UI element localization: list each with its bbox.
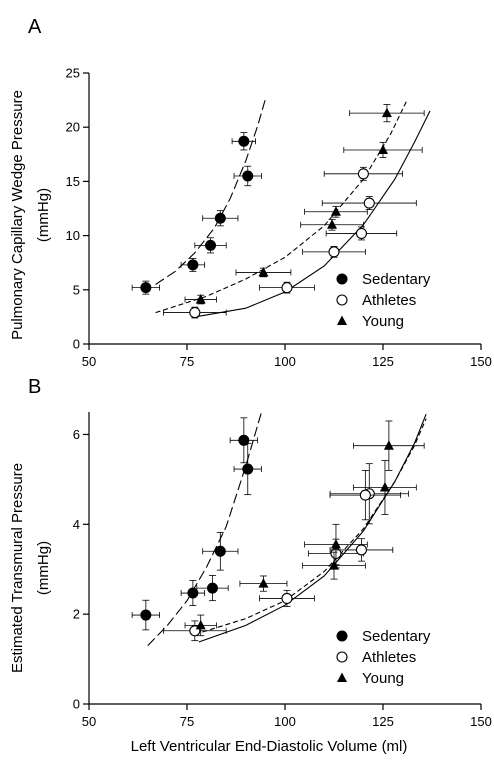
- data-point: [379, 481, 390, 492]
- fit-curve-sedentary: [147, 411, 263, 646]
- x-tick-label: 50: [82, 714, 96, 729]
- x-axis-label-container: Left Ventricular End-Diastolic Volume (m…: [0, 738, 494, 756]
- panel-A: A 0 5 10 15 20 25 50 75 100 125 150 Pulmonary Capill…: [9, 16, 492, 369]
- data-point: [281, 592, 293, 604]
- x-tick-label: 75: [180, 714, 194, 729]
- data-point: [327, 219, 338, 229]
- data-point: [383, 440, 394, 450]
- legend-marker-sedentary: [336, 630, 348, 642]
- y-tick-label: 5: [73, 282, 80, 297]
- series-athletes: [163, 166, 417, 319]
- data-point: [359, 489, 371, 501]
- series-sedentary: [131, 132, 262, 295]
- data-point: [187, 259, 199, 271]
- data-point: [258, 266, 269, 277]
- data-point: [357, 168, 369, 180]
- legend-marker-athletes: [336, 651, 348, 663]
- data-point: [242, 463, 254, 475]
- data-point: [363, 197, 375, 209]
- fit-curve-young: [194, 418, 427, 635]
- y-tick-label: 10: [66, 228, 80, 243]
- x-tick-label: 125: [372, 714, 394, 729]
- y-tick-label: 25: [66, 66, 80, 81]
- legend-label-athletes: Athletes: [362, 649, 416, 666]
- panel-label: B: [28, 376, 41, 398]
- series-athletes: [163, 463, 409, 642]
- x-tick-label: 150: [470, 714, 492, 729]
- data-point: [214, 212, 226, 224]
- y-axis-unit-label: (mmHg): [35, 188, 52, 242]
- data-point: [238, 434, 250, 446]
- data-point: [238, 135, 250, 147]
- y-tick-label: 20: [66, 120, 80, 135]
- x-tick-label: 150: [470, 354, 492, 369]
- data-point: [140, 609, 152, 621]
- data-point: [330, 206, 341, 216]
- legend-marker-athletes: [336, 294, 348, 306]
- legend-marker-young: [337, 672, 347, 682]
- series-sedentary: [131, 417, 262, 631]
- data-point: [281, 282, 293, 294]
- data-point: [378, 144, 388, 154]
- legend-label-young: Young: [362, 670, 404, 687]
- y-tick-label: 15: [66, 174, 80, 189]
- data-point: [206, 582, 218, 594]
- y-axis-unit-label: (mmHg): [35, 541, 52, 595]
- fit-curve-sedentary: [155, 98, 266, 285]
- fit-curve-young: [155, 100, 407, 314]
- y-tick-label: 4: [73, 517, 80, 532]
- y-tick-label: 2: [73, 607, 80, 622]
- legend-label-athletes: Athletes: [362, 292, 416, 309]
- legend-marker-sedentary: [336, 273, 348, 285]
- data-point: [205, 239, 217, 251]
- data-point: [355, 227, 367, 239]
- y-axis-label: Pulmonary Capillary Wedge Pressure: [9, 90, 26, 340]
- panel-B: B 0 2 4 6 50 75 100 125 150 Estimated Transmural P…: [9, 376, 492, 729]
- legend-label-sedentary: Sedentary: [362, 628, 431, 645]
- x-tick-label: 125: [372, 354, 394, 369]
- data-point: [381, 107, 392, 118]
- data-point: [195, 294, 206, 304]
- data-point: [330, 539, 341, 549]
- data-point: [195, 619, 206, 630]
- data-point: [242, 170, 254, 182]
- x-tick-label: 100: [274, 354, 296, 369]
- data-point: [355, 544, 367, 556]
- x-tick-label: 50: [82, 354, 96, 369]
- x-tick-label: 75: [180, 354, 194, 369]
- fit-curve-athletes: [194, 110, 431, 318]
- legend-label-young: Young: [362, 313, 404, 330]
- legend-label-sedentary: Sedentary: [362, 271, 431, 288]
- x-axis-label: Left Ventricular End-Diastolic Volume (m…: [130, 738, 408, 755]
- y-tick-label: 6: [73, 427, 80, 442]
- y-tick-label: 0: [73, 697, 80, 712]
- panel-label: A: [28, 16, 42, 38]
- legend: Sedentary Athletes Young: [336, 271, 431, 330]
- series-young: [184, 420, 425, 637]
- y-axis-label: Estimated Transmural Pressure: [9, 463, 26, 673]
- data-point: [214, 545, 226, 557]
- x-tick-label: 100: [274, 714, 296, 729]
- data-point: [189, 307, 201, 319]
- y-tick-label: 0: [73, 337, 80, 352]
- data-point: [258, 578, 269, 588]
- series-young: [184, 104, 425, 305]
- data-point: [328, 246, 340, 258]
- data-point: [140, 282, 152, 294]
- legend: Sedentary Athletes Young: [336, 628, 431, 687]
- legend-marker-young: [337, 315, 347, 325]
- data-point: [187, 587, 199, 599]
